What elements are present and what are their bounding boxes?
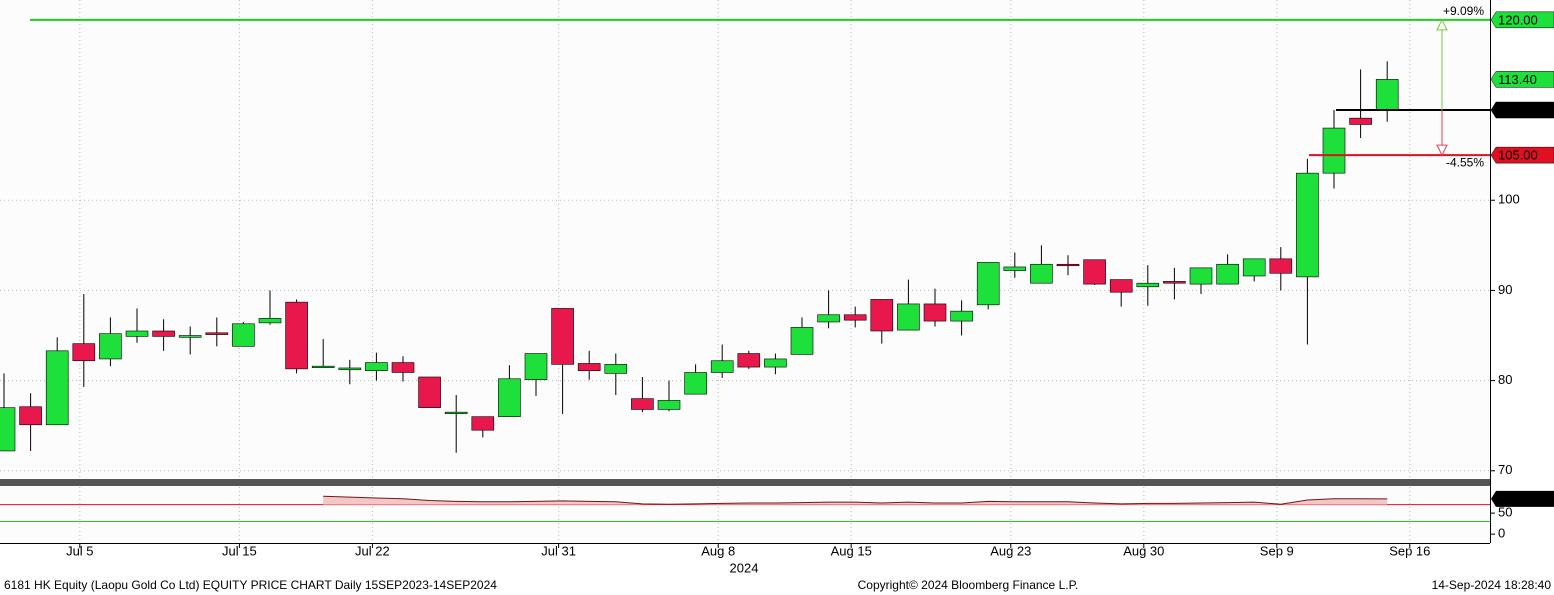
level-label: 113.40 <box>1498 72 1537 87</box>
candle-body <box>1349 117 1372 125</box>
candle-body <box>45 350 69 426</box>
x-tick-label: Jul 31 <box>541 543 576 558</box>
candle-body <box>1136 282 1160 288</box>
y-tick-label: 0 <box>1498 526 1505 541</box>
candle-body <box>498 378 521 417</box>
annotation-arrowhead <box>1436 144 1448 157</box>
x-tick-label: Aug 30 <box>1123 543 1164 558</box>
candle-body <box>1269 258 1293 274</box>
candle-body <box>285 301 308 370</box>
level-label: 105.00 <box>1498 148 1538 163</box>
candle-body <box>764 358 787 368</box>
candle-body <box>950 310 973 322</box>
y-tick-label: 100 <box>1498 192 1520 207</box>
candle-body <box>471 416 495 431</box>
level-tag <box>1490 146 1554 164</box>
candle-body <box>524 353 548 380</box>
x-tick-label: Aug 23 <box>990 543 1031 558</box>
annotation-arrowhead <box>1436 18 1448 31</box>
x-tick-label: Sep 9 <box>1260 543 1294 558</box>
candle-body <box>976 262 1000 306</box>
footer-center: Copyright© 2024 Bloomberg Finance L.P. <box>858 578 1079 592</box>
candle-body <box>178 335 202 338</box>
candle-body <box>1242 258 1266 277</box>
candle-body <box>1296 172 1319 278</box>
candle-body <box>1189 267 1213 285</box>
rsi-line <box>323 495 1388 505</box>
level-tag <box>1490 71 1554 88</box>
footer-right: 14-Sep-2024 18:28:40 <box>1432 578 1552 592</box>
candle-body <box>631 398 654 410</box>
candle-body <box>1030 263 1053 284</box>
candle-body <box>444 411 468 414</box>
candle-body <box>19 406 42 426</box>
candle-body <box>125 330 149 337</box>
x-tick-label: Aug 15 <box>831 543 872 558</box>
candle-body <box>1216 263 1239 285</box>
candle-body <box>1056 263 1080 267</box>
candle-body <box>418 376 441 408</box>
candle-body <box>870 299 894 332</box>
candle-body <box>551 308 574 365</box>
candle-body <box>897 303 920 331</box>
x-tick-label: Jul 5 <box>66 543 93 558</box>
candle-body <box>1163 281 1186 284</box>
candle-body <box>710 360 734 373</box>
candle-body <box>152 330 175 337</box>
rsi-tag <box>1491 490 1554 507</box>
year-label: 2024 <box>730 560 759 575</box>
y-tick-label: 50 <box>1498 505 1512 520</box>
candle-body <box>657 400 681 410</box>
candle-body <box>923 303 947 322</box>
candle-body <box>604 364 628 374</box>
candle-body <box>1083 259 1106 285</box>
candle-body <box>311 365 335 368</box>
y-tick-label: 90 <box>1498 282 1512 297</box>
candle-body <box>391 362 415 373</box>
x-tick-label: Jul 22 <box>355 543 390 558</box>
rsi-bg <box>0 487 1490 543</box>
plot-bg <box>0 0 1490 478</box>
annotation-text: +9.09% <box>1443 4 1484 18</box>
annotation-text: -4.55% <box>1446 155 1484 169</box>
candle-body <box>1375 79 1399 111</box>
candle-body <box>1322 127 1346 174</box>
candle-body <box>684 372 707 395</box>
candle-body <box>205 332 229 335</box>
y-tick-label: 80 <box>1498 372 1512 387</box>
candle-body <box>232 323 255 347</box>
footer-left: 6181 HK Equity (Laopu Gold Co Ltd) EQUIT… <box>4 578 497 592</box>
x-tick-label: Jul 15 <box>222 543 257 558</box>
candle-body <box>790 327 814 355</box>
x-tick-label: Sep 16 <box>1389 543 1430 558</box>
x-tick-label: Aug 8 <box>701 543 735 558</box>
candle-body <box>72 343 96 362</box>
rsi-fill <box>323 496 1388 505</box>
candle-body <box>99 333 122 360</box>
rsi-last-label: 83.6816 <box>1498 491 1545 506</box>
candle-body <box>1109 279 1133 293</box>
candle-body <box>817 314 840 323</box>
candle-body <box>258 318 282 324</box>
level-tag <box>1490 101 1554 119</box>
panel-separator <box>0 479 1490 486</box>
candle-body <box>577 363 601 371</box>
level-tag <box>1490 11 1554 29</box>
candle-body <box>843 314 867 321</box>
candle-body <box>1003 266 1027 271</box>
y-tick-label: 70 <box>1498 462 1512 477</box>
candle-body <box>737 353 761 368</box>
candle-body <box>365 362 388 371</box>
candle-body <box>0 407 16 452</box>
candle-body <box>338 367 362 371</box>
level-label: 120.00 <box>1498 12 1538 27</box>
level-label: 110.00 <box>1498 102 1537 117</box>
